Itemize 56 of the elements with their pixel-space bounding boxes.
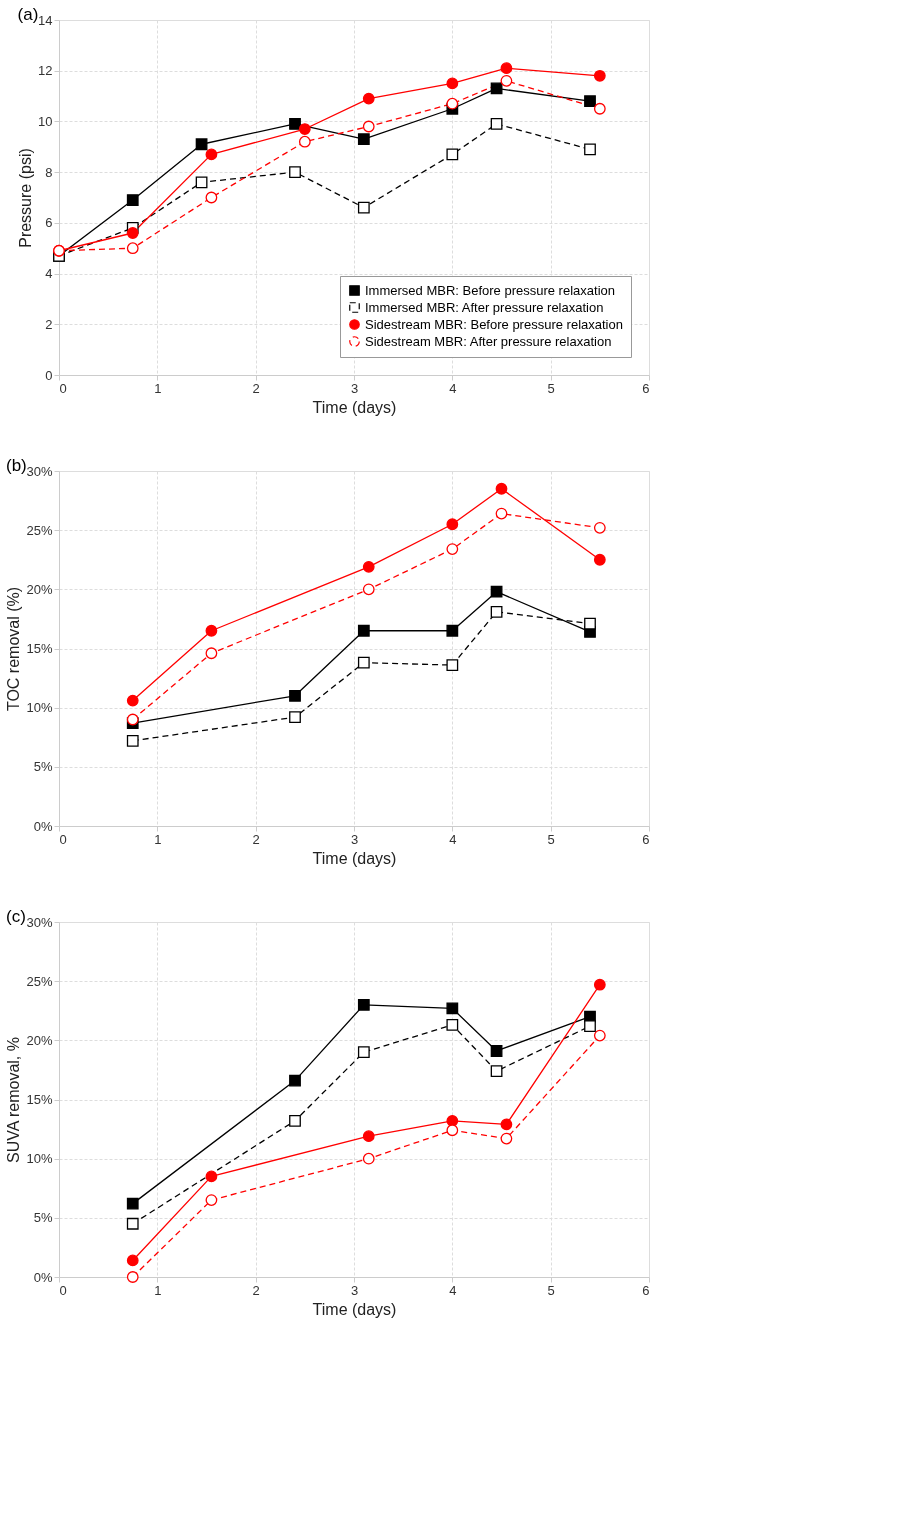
chart-title: (b) (5, 456, 27, 475)
x-tick-label: 2 (252, 380, 260, 396)
x-tick-label: 1 (154, 380, 162, 396)
y-tick-label: 30% (26, 463, 53, 479)
x-tick-label: 6 (642, 1282, 650, 1298)
x-tick-label: 3 (350, 1282, 359, 1298)
x-axis-title: Time (days) (312, 398, 397, 416)
y-tick-label: 2 (45, 316, 53, 332)
x-tick-label: 0 (59, 1282, 67, 1298)
x-tick-label: 2 (252, 1282, 260, 1298)
x-tick-label: 4 (449, 1282, 457, 1298)
y-tick-label: 12 (38, 63, 53, 79)
x-tick-label: 0 (59, 380, 67, 396)
y-tick-label: 25% (26, 522, 53, 538)
y-tick-label: 0% (33, 1269, 53, 1285)
chart-title: (a) (17, 5, 39, 24)
x-tick-label: 3 (350, 380, 359, 396)
y-tick-label: 14 (38, 12, 53, 28)
y-tick-label: 5% (33, 1210, 53, 1226)
y-tick-label: 10% (26, 1151, 53, 1167)
y-tick-label: 10% (26, 700, 53, 716)
y-tick-label: 0% (33, 818, 53, 834)
y-tick-label: 30% (26, 914, 53, 930)
y-tick-label: 15% (26, 1092, 53, 1107)
y-axis-title: SUVA removal, % (5, 1037, 23, 1163)
y-tick-label: 10 (38, 113, 53, 129)
y-tick-label: 25% (26, 973, 53, 989)
x-tick-label: 6 (642, 831, 650, 847)
x-tick-label: 2 (252, 831, 260, 847)
x-tick-label: 0 (59, 831, 67, 847)
x-tick-label: 5 (547, 1282, 555, 1298)
x-tick-label: 3 (350, 831, 359, 847)
legend-label: Immersed MBR: Before pressure relaxation (365, 282, 615, 298)
x-tick-label: 6 (642, 380, 650, 396)
x-tick-label: 4 (449, 380, 457, 396)
y-tick-label: 5% (33, 759, 53, 775)
x-tick-label: 5 (547, 380, 555, 396)
y-tick-label: 20% (26, 581, 53, 597)
x-axis-title: Time (days) (312, 849, 397, 867)
legend-label: Immersed MBR: After pressure relaxation (365, 299, 604, 315)
legend-label: Sidestream MBR: Before pressure relaxation (365, 316, 623, 332)
y-tick-label: 6 (45, 215, 53, 231)
y-axis-title: Pressure (psi) (17, 148, 35, 248)
x-tick-label: 1 (154, 1282, 162, 1298)
y-tick-label: 4 (45, 266, 53, 282)
x-tick-label: 4 (449, 831, 457, 847)
legend-label: Sidestream MBR: After pressure relaxation (365, 333, 612, 349)
x-tick-label: 1 (154, 831, 162, 847)
y-tick-label: 0 (45, 367, 53, 383)
y-tick-label: 8 (45, 164, 53, 180)
y-tick-label: 20% (26, 1032, 53, 1048)
chart-title: (c) (5, 907, 26, 926)
x-tick-label: 5 (547, 831, 555, 847)
y-axis-title: TOC removal (%) (5, 586, 23, 712)
y-tick-label: 15% (26, 641, 53, 656)
x-axis-title: Time (days) (312, 1300, 397, 1318)
